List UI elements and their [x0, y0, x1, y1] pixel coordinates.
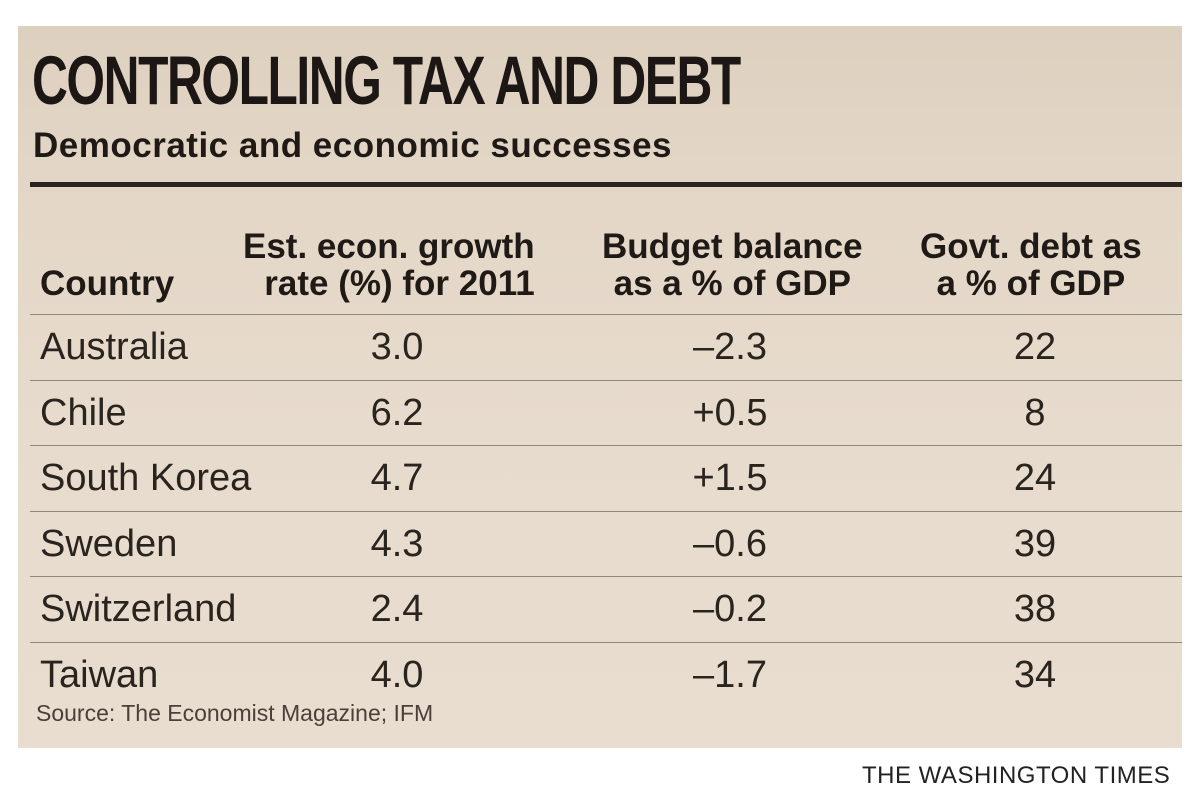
country-cell: South Korea	[40, 457, 252, 499]
page-subtitle: Democratic and economic successes	[33, 126, 673, 165]
table-row: Australia 3.0 –2.3 22	[30, 315, 1182, 381]
publisher-credit: THE WASHINGTON TIMES	[862, 762, 1171, 789]
budget-cell: +0.5	[692, 391, 768, 434]
table-top-rule	[30, 182, 1182, 187]
country-column-header: Country	[40, 263, 175, 303]
debt-cell: 39	[1013, 522, 1057, 565]
growth-cell: 3.0	[370, 326, 424, 368]
budget-cell: +1.5	[692, 457, 768, 499]
debt-cell: 8	[1024, 391, 1046, 434]
table-row: Taiwan 4.0 –1.7 34	[30, 643, 1182, 708]
debt-cell: 24	[1013, 457, 1057, 499]
debt-cell: 34	[1013, 653, 1057, 696]
debt-column-header: Govt. debt as a % of GDP	[920, 226, 1142, 303]
country-cell: Switzerland	[40, 588, 237, 630]
source-note: Source: The Economist Magazine; IFM	[36, 700, 434, 726]
budget-cell: –1.7	[693, 653, 767, 696]
debt-cell: 22	[1013, 326, 1057, 368]
growth-cell: 4.3	[370, 522, 424, 565]
country-cell: Taiwan	[40, 653, 159, 696]
debt-cell: 38	[1013, 588, 1057, 630]
table-row: Sweden 4.3 –0.6 39	[30, 512, 1182, 577]
page-title: CONTROLLING TAX AND DEBT	[32, 42, 741, 119]
budget-cell: –0.2	[693, 588, 767, 630]
growth-cell: 4.0	[370, 653, 424, 696]
table-row: South Korea 4.7 +1.5 24	[30, 446, 1182, 512]
growth-column-header: Est. econ. growth rate (%) for 2011	[243, 226, 535, 303]
table-row: Switzerland 2.4 –0.2 38	[30, 577, 1182, 643]
budget-cell: –0.6	[693, 522, 767, 565]
country-cell: Chile	[40, 391, 127, 434]
table-header-row: Country Est. econ. growth rate (%) for 2…	[30, 187, 1182, 315]
economic-table: Country Est. econ. growth rate (%) for 2…	[30, 187, 1182, 707]
growth-cell: 4.7	[370, 457, 424, 499]
table-row: Chile 6.2 +0.5 8	[30, 381, 1182, 446]
growth-cell: 6.2	[370, 391, 424, 434]
budget-column-header: Budget balance as a % of GDP	[602, 226, 863, 303]
country-cell: Sweden	[40, 522, 178, 565]
growth-cell: 2.4	[370, 588, 424, 630]
budget-cell: –2.3	[693, 326, 767, 368]
country-cell: Australia	[40, 326, 188, 368]
infographic: CONTROLLING TAX AND DEBT Democratic and …	[0, 26, 1200, 748]
infographic-panel: CONTROLLING TAX AND DEBT Democratic and …	[18, 26, 1182, 748]
